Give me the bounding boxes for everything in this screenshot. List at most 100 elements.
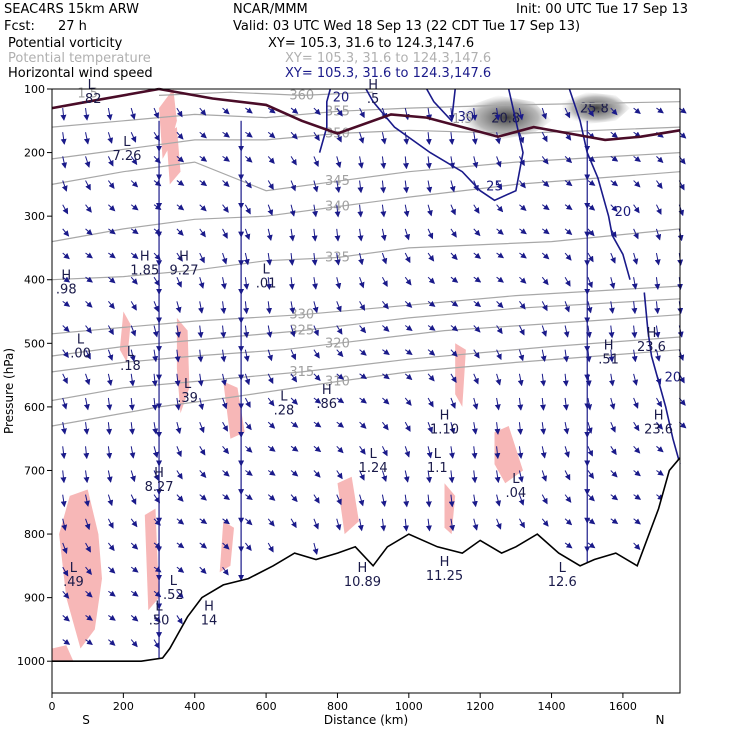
wind-vector: [243, 325, 250, 339]
wind-vector: [85, 566, 92, 575]
hl-marker: L: [370, 447, 378, 462]
wind-vector: [130, 156, 138, 166]
wind-vector: [84, 373, 91, 386]
wind-vector: [380, 228, 387, 242]
hl-value: .49: [63, 575, 84, 590]
wind-vector: [222, 518, 230, 525]
wind-vector: [106, 107, 113, 121]
wind-vector: [656, 421, 664, 430]
wind-vector: [222, 470, 230, 477]
wind-vector: [541, 228, 550, 235]
x-tick-label: 400: [184, 700, 205, 713]
wind-vector: [85, 204, 92, 213]
wind-vector: [495, 373, 502, 386]
wind-vector: [245, 156, 253, 163]
wind-vector: [519, 228, 527, 235]
wind-vector: [336, 470, 343, 480]
wind-vector: [448, 446, 455, 459]
wind-vector: [359, 397, 367, 404]
hl-marker: H: [61, 269, 71, 284]
wind-vector: [61, 397, 68, 410]
wind-vector: [336, 325, 343, 335]
x-axis-label: Distance (km): [324, 713, 408, 727]
wind-vector: [471, 108, 478, 121]
wind-vector: [290, 421, 299, 428]
wind-vector: [85, 639, 93, 646]
pv-shaded-region: [166, 127, 181, 185]
pv-shaded-region: [494, 426, 523, 484]
wind-vector: [62, 228, 70, 237]
wind-vector: [473, 204, 480, 214]
wind-vector: [564, 542, 573, 549]
wind-vector: [267, 445, 276, 452]
wind-vector: [587, 107, 594, 117]
wind-vector: [517, 397, 524, 411]
wind-vector: [220, 325, 227, 339]
wind-vector: [267, 421, 276, 429]
wind-vector: [152, 325, 159, 338]
wind-vector: [222, 542, 230, 550]
plot-frame: [51, 88, 681, 694]
wind-vector: [85, 349, 91, 360]
wind-vector: [586, 301, 593, 314]
wind-vector: [267, 542, 274, 553]
wind-vector: [632, 252, 639, 265]
wind-vector: [267, 373, 274, 385]
wind-vector: [496, 300, 504, 309]
wind-vector: [496, 180, 503, 190]
pv-shaded-region: [444, 483, 456, 535]
wind-vector: [290, 494, 298, 503]
wind-vector: [450, 325, 459, 332]
wind-vector: [313, 156, 319, 168]
hl-value: .01: [256, 276, 277, 291]
y-tick-label: 500: [24, 337, 45, 350]
theta-contour-label: 360: [289, 88, 314, 103]
wind-vector: [130, 276, 138, 285]
wind-vector: [471, 422, 478, 435]
hl-marker: H: [140, 250, 150, 265]
pv-shaded-region: [144, 508, 159, 611]
wind-speed-contour: [318, 88, 332, 153]
header-fcst-value: 27 h: [58, 19, 87, 34]
wind-vector: [61, 156, 68, 169]
wind-vector: [404, 252, 411, 264]
wind-vector: [402, 156, 409, 170]
y-tick-label: 700: [24, 464, 45, 477]
wind-vector: [83, 132, 90, 145]
wind-vector: [633, 518, 641, 525]
wind-vector: [85, 276, 93, 283]
wind-vector: [496, 349, 502, 361]
wind-vector: [221, 252, 228, 265]
wind-vector: [587, 228, 595, 237]
wind-vector: [563, 349, 570, 363]
theta-contour-label: 320: [325, 336, 350, 351]
wind-vector: [289, 301, 296, 314]
hl-marker: L: [70, 561, 78, 576]
wind-vector: [517, 107, 524, 121]
wind-vector: [244, 228, 251, 241]
wind-vector: [358, 132, 365, 144]
wind-vector: [152, 349, 159, 363]
wind-vector: [608, 301, 615, 314]
hl-marker: H: [654, 409, 664, 424]
wind-vector: [83, 422, 90, 435]
wind-vector: [541, 470, 548, 482]
hl-value: 14: [201, 613, 218, 628]
wind-vector: [83, 397, 90, 411]
wind-vector: [107, 156, 114, 167]
wind-vector: [519, 180, 526, 189]
wind-vector: [61, 180, 68, 192]
pv-shaded-region: [52, 645, 74, 662]
wind-vector: [633, 180, 641, 188]
wind-vector: [655, 228, 662, 241]
wind-vector: [496, 204, 504, 213]
wind-vector: [359, 470, 365, 481]
axes: 0 200 400 600 800 1000 1200 1400 1600 100 200 300 40…: [17, 83, 637, 713]
wind-vector: [450, 373, 457, 384]
wind-vector: [564, 228, 573, 235]
wind-vector: [174, 397, 181, 411]
wind-vector: [107, 494, 114, 507]
wind-vector: [130, 615, 139, 622]
wind-vector: [448, 470, 455, 484]
